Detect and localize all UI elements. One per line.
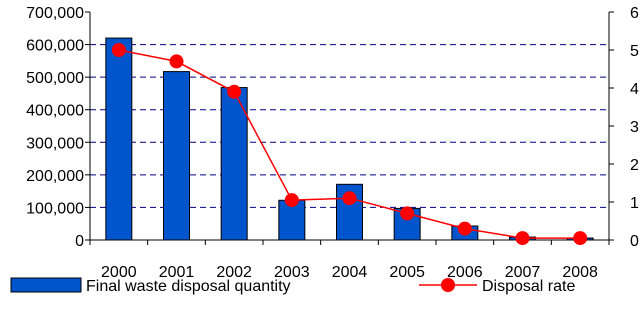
x-tick-label: 2000	[101, 264, 137, 281]
line-point	[457, 221, 472, 236]
y2-tick-label: 3	[630, 119, 639, 136]
y2-tick-label: 6	[630, 5, 639, 22]
y2-tick-label: 2	[630, 157, 639, 174]
y-tick-label: 100,000	[26, 200, 84, 217]
y2-tick-label: 1	[630, 195, 639, 212]
y2-tick-label: 0	[630, 233, 639, 250]
legend-line-label: Disposal rate	[482, 278, 575, 295]
line-point	[573, 231, 588, 246]
disposal-rate-line	[111, 43, 588, 246]
bar	[220, 87, 248, 241]
x-tick-label: 2005	[389, 264, 425, 281]
y-tick-label: 0	[75, 233, 84, 250]
line-point	[515, 231, 530, 246]
right-axis-ticks: 0 1 2 3 4 5 6	[630, 5, 639, 250]
legend-bar-label: Final waste disposal quantity	[86, 278, 291, 295]
y-tick-label: 600,000	[26, 38, 84, 55]
line-point	[284, 193, 299, 208]
x-tick-label: 2001	[159, 264, 195, 281]
y2-tick-label: 5	[630, 43, 639, 60]
x-tick-label: 2008	[562, 264, 598, 281]
y-tick-label: 500,000	[26, 70, 84, 87]
legend-line-marker	[441, 278, 455, 292]
x-axis-ticks: 2000 2001 2002 2003 2004 2005 2006 2007 2008	[101, 264, 598, 281]
gridlines	[90, 44, 609, 208]
line-point	[227, 84, 242, 99]
bar	[105, 37, 133, 241]
y-tick-label: 400,000	[26, 103, 84, 120]
y-tick-label: 700,000	[26, 5, 84, 22]
bars	[105, 37, 594, 241]
x-tick-label: 2004	[332, 264, 368, 281]
line-point	[111, 43, 126, 57]
x-tick-label: 2006	[447, 264, 483, 281]
y-tick-label: 200,000	[26, 168, 84, 185]
x-tick-label: 2007	[505, 264, 541, 281]
legend: Final waste disposal quantity Disposal r…	[10, 277, 575, 295]
x-tick-label: 2003	[274, 264, 310, 281]
line-point	[169, 54, 184, 69]
x-tick-label: 2002	[216, 264, 252, 281]
y-tick-label: 300,000	[26, 135, 84, 152]
line-point	[342, 191, 357, 206]
line-point	[400, 206, 415, 221]
legend-bar-swatch	[10, 277, 82, 293]
left-axis-ticks: 0 100,000 200,000 300,000 400,000 500,000 600,…	[26, 5, 84, 250]
bar	[163, 71, 190, 241]
y2-tick-label: 4	[630, 81, 639, 98]
